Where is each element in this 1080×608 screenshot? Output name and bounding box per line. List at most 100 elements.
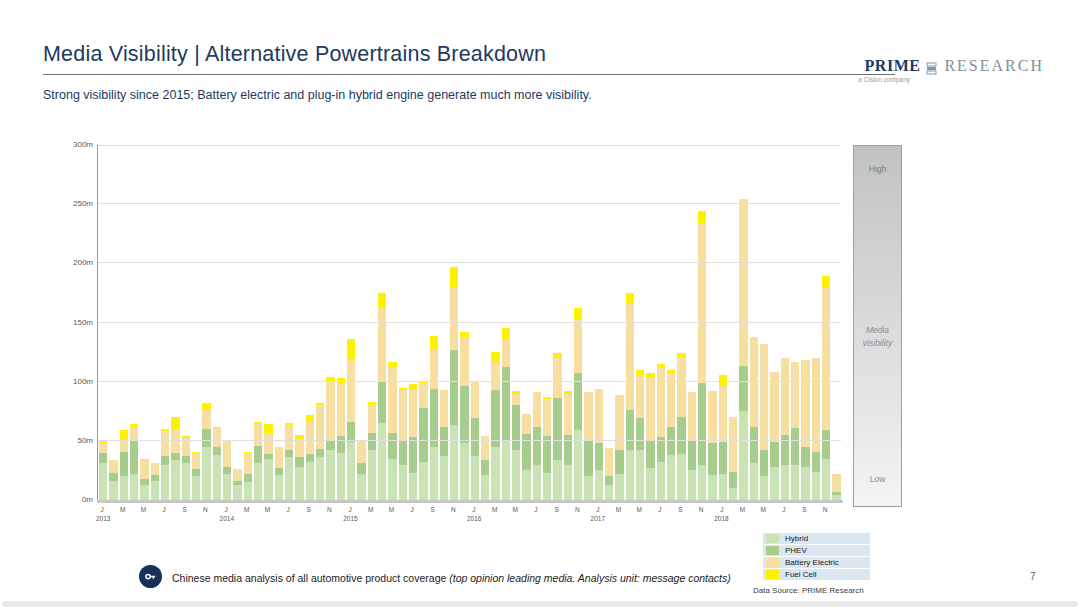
segment-hybrid	[109, 481, 117, 500]
segment-battery-electric	[223, 440, 231, 467]
segment-hybrid	[306, 462, 314, 500]
x-tick-3	[129, 506, 137, 513]
segment-hybrid	[657, 462, 665, 500]
x-tick-5	[150, 506, 158, 513]
segment-phev	[223, 467, 231, 474]
segment-phev	[120, 452, 128, 477]
segment-hybrid	[502, 441, 510, 500]
segment-hybrid	[440, 456, 448, 500]
bar-month-31	[419, 145, 427, 500]
segment-phev	[667, 427, 675, 455]
legend-swatch	[766, 570, 779, 579]
legend-swatch	[766, 558, 779, 567]
segment-hybrid	[719, 474, 727, 500]
bar-month-60	[719, 145, 727, 500]
x-tick-28: M	[387, 506, 395, 513]
x-tick-2: M	[119, 506, 127, 513]
segment-phev	[533, 427, 541, 465]
bar-month-51	[626, 145, 634, 500]
segment-hybrid	[471, 456, 479, 500]
bar-month-15	[254, 145, 262, 500]
segment-hybrid	[192, 476, 200, 500]
segment-phev	[791, 428, 799, 465]
bar-month-14	[244, 145, 252, 500]
segment-hybrid	[553, 460, 561, 500]
segment-hybrid	[140, 485, 148, 500]
segment-hybrid	[182, 463, 190, 500]
bar-month-3	[130, 145, 138, 500]
x-tick-40: M	[511, 506, 519, 513]
bar-month-40	[512, 145, 520, 500]
bar-month-11	[213, 145, 221, 500]
x-tick-64: M	[759, 506, 767, 513]
segment-battery-electric	[822, 288, 830, 430]
segment-battery-electric	[347, 359, 355, 422]
x-tick-20: S	[305, 506, 313, 513]
bar-month-49	[605, 145, 613, 500]
bar-month-53	[646, 145, 654, 500]
segment-phev	[192, 469, 200, 476]
bar-month-2	[120, 145, 128, 500]
segment-battery-electric	[502, 340, 510, 367]
x-tick-69	[811, 506, 819, 513]
segment-hybrid	[316, 457, 324, 500]
segment-battery-electric	[471, 382, 479, 419]
bar-month-71	[832, 145, 840, 500]
segment-phev	[502, 367, 510, 440]
segment-hybrid	[450, 425, 458, 500]
x-tick-48: J	[594, 506, 602, 513]
bar-month-29	[399, 145, 407, 500]
y-tick-50m: 50m	[50, 436, 93, 445]
segment-phev	[460, 386, 468, 443]
segment-hybrid	[698, 465, 706, 501]
segment-hybrid	[491, 447, 499, 500]
bar-month-66	[781, 145, 789, 500]
bar-month-17	[275, 145, 283, 500]
segment-hybrid	[615, 474, 623, 500]
segment-battery-electric	[708, 391, 716, 443]
segment-phev	[450, 350, 458, 426]
segment-hybrid	[223, 474, 231, 500]
segment-hybrid	[708, 475, 716, 500]
bar-month-13	[233, 145, 241, 500]
segment-battery-electric	[770, 372, 778, 442]
bar-month-41	[522, 145, 530, 500]
segment-battery-electric	[553, 358, 561, 398]
segment-battery-electric	[192, 453, 200, 470]
title-divider	[43, 74, 895, 75]
x-tick-31	[418, 506, 426, 513]
segment-hybrid	[750, 463, 758, 500]
segment-battery-electric	[202, 410, 210, 429]
segment-battery-electric	[626, 304, 634, 411]
segment-phev	[729, 472, 737, 489]
x-tick-36: J	[470, 506, 478, 513]
x-tick-19	[294, 506, 302, 513]
x-tick-10: N	[201, 506, 209, 513]
segment-battery-electric	[430, 349, 438, 389]
legend-label: PHEV	[785, 545, 807, 556]
segment-phev	[295, 457, 303, 466]
segment-hybrid	[357, 474, 365, 500]
segment-hybrid	[729, 488, 737, 500]
bar-month-50	[615, 145, 623, 500]
segment-hybrid	[781, 465, 789, 501]
segment-phev	[708, 443, 716, 475]
segment-battery-electric	[99, 443, 107, 452]
segment-battery-electric	[460, 337, 468, 387]
segment-hybrid	[522, 470, 530, 500]
x-tick-9	[191, 506, 199, 513]
x-tick-29	[398, 506, 406, 513]
segment-phev	[615, 450, 623, 474]
segment-phev	[677, 417, 685, 454]
bar-month-45	[564, 145, 572, 500]
segment-battery-electric	[378, 308, 386, 381]
chart-plot-area	[97, 145, 841, 500]
segment-battery-electric	[657, 367, 665, 437]
segment-phev	[326, 440, 334, 451]
x-axis-month-ticks: JMMJSNJMMJSNJMMJSNJMMJSNJMMJSNJMMJSN	[98, 506, 840, 513]
segment-battery-electric	[388, 367, 396, 432]
logo-prime-text: PRIME	[865, 57, 921, 75]
x-tick-18: J	[284, 506, 292, 513]
segment-phev	[822, 430, 830, 458]
x-tick-51	[625, 506, 633, 513]
